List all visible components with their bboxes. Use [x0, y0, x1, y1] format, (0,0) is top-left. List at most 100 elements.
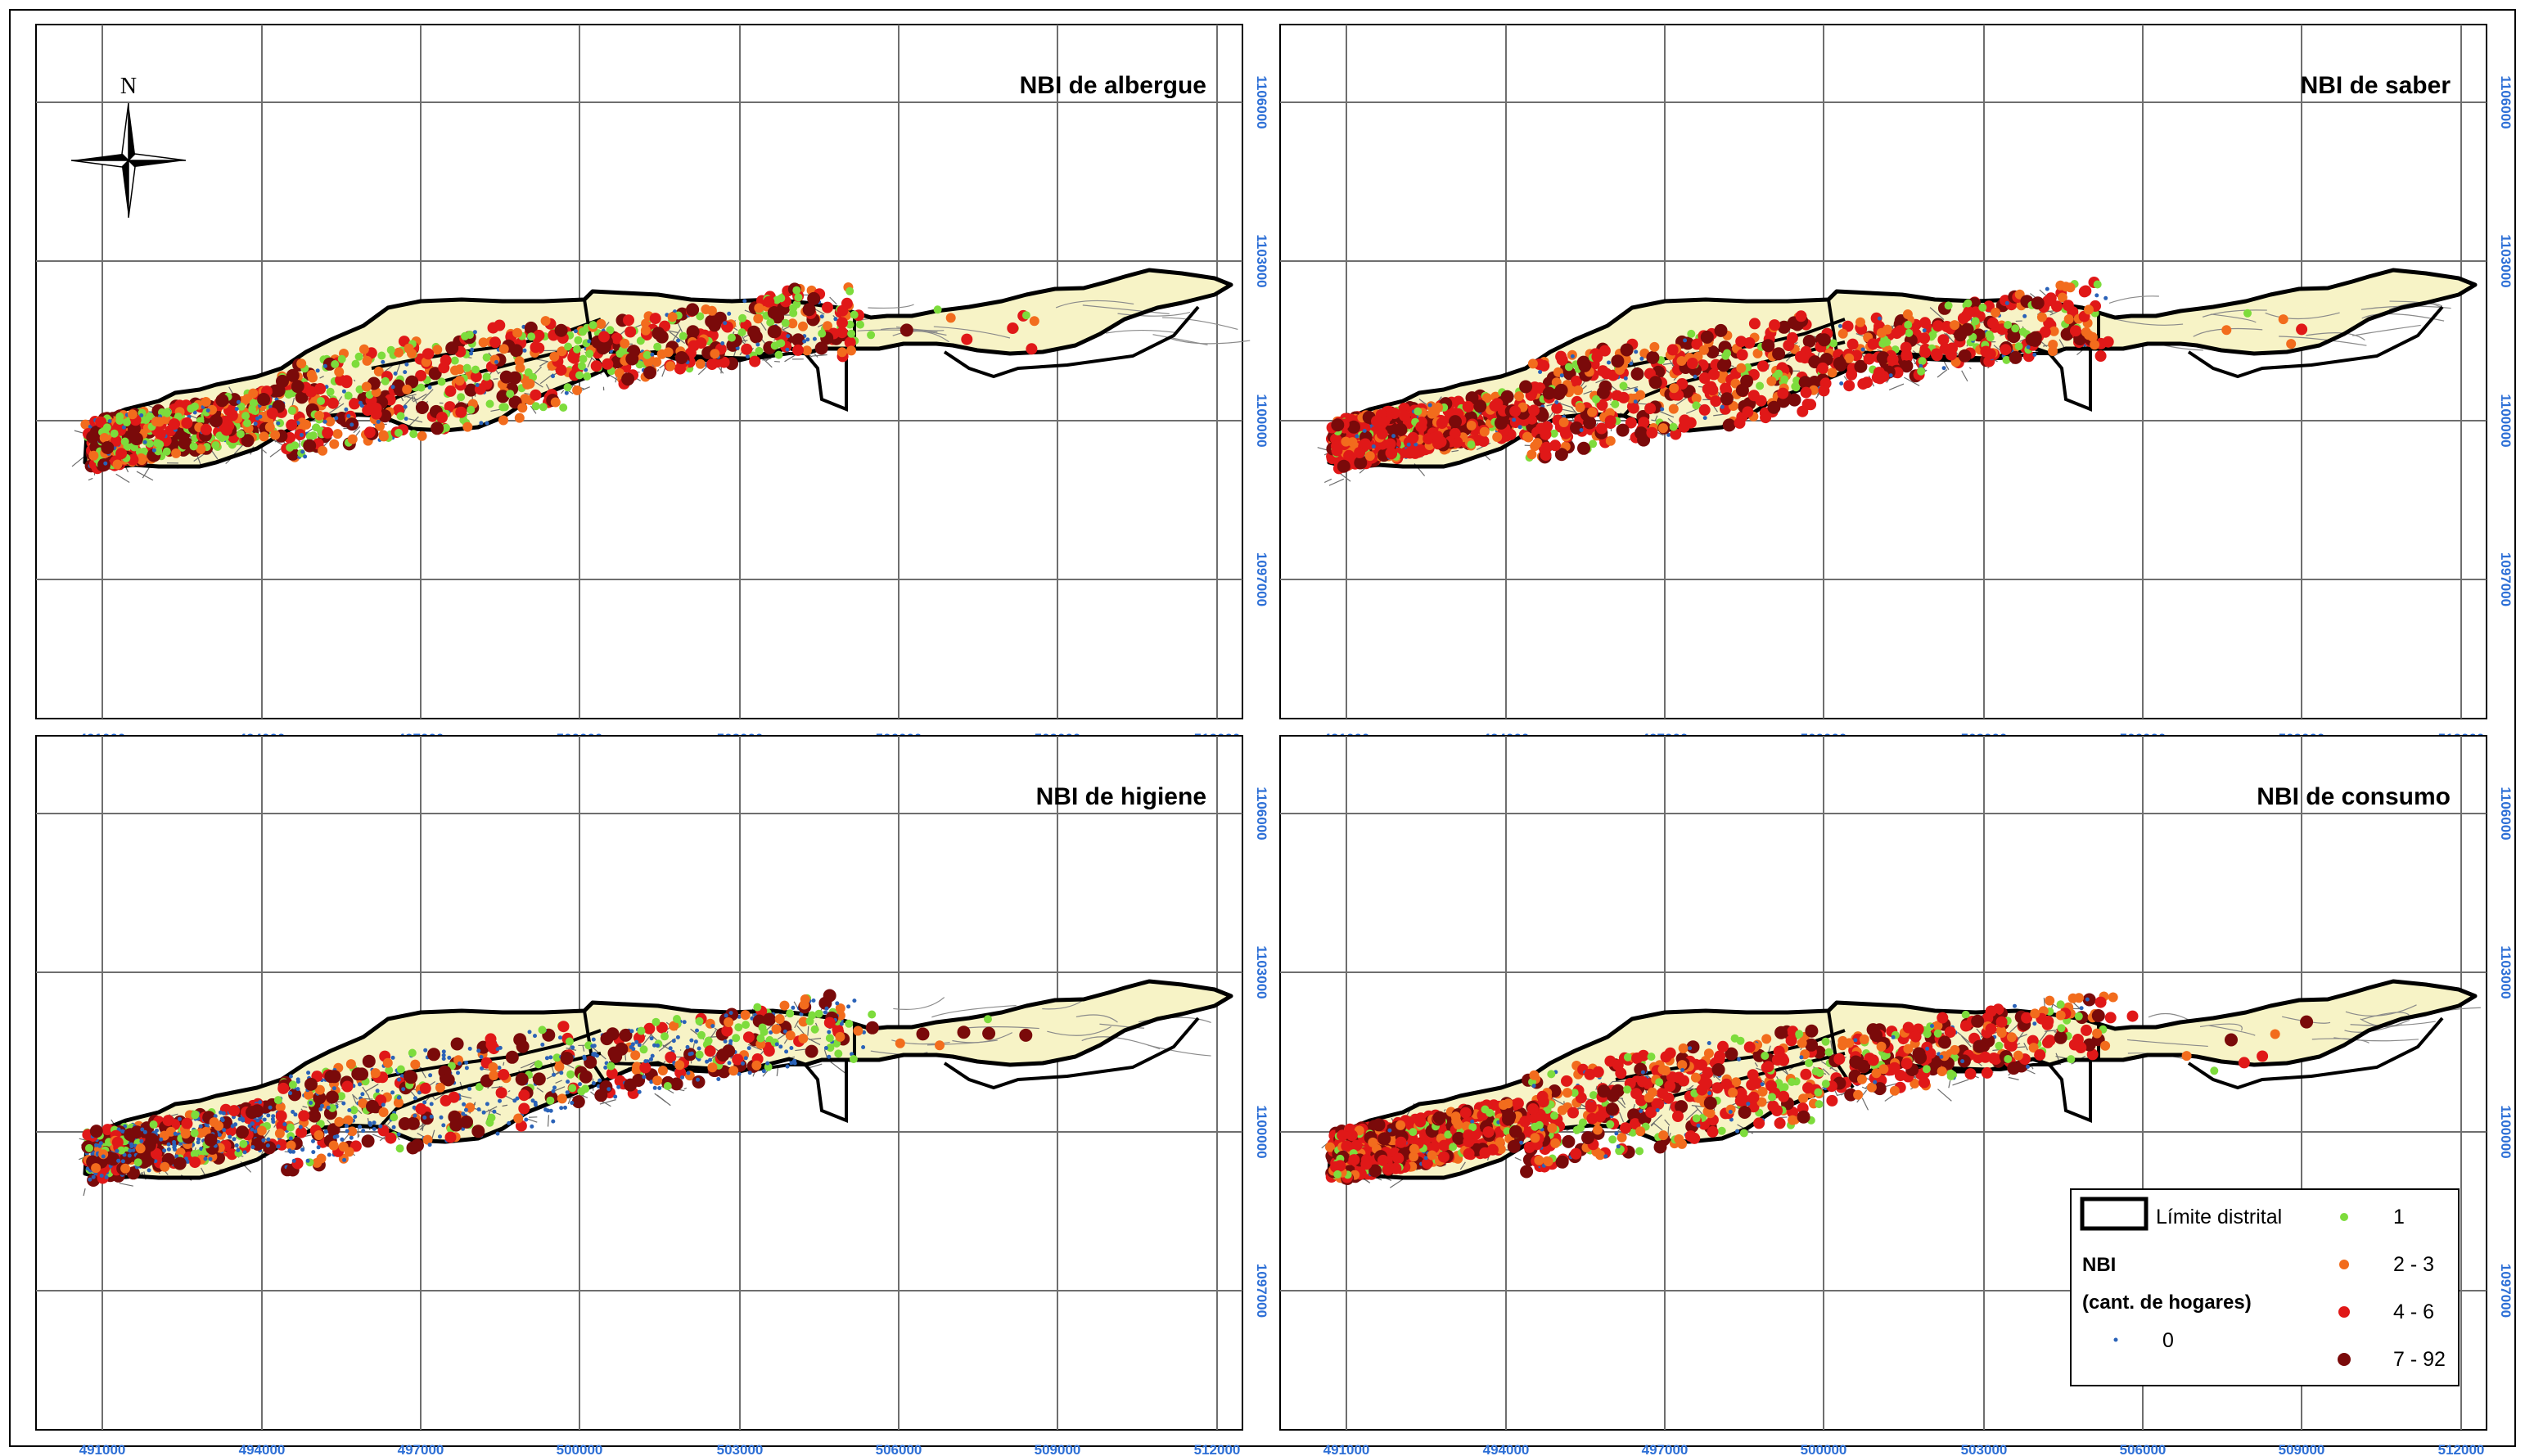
- nbi-point: [835, 1001, 840, 1006]
- nbi-point: [1512, 417, 1517, 422]
- nbi-point: [200, 423, 212, 435]
- nbi-point: [1343, 449, 1355, 462]
- nbi-point: [93, 1143, 98, 1147]
- nbi-point: [637, 1026, 646, 1035]
- nbi-point: [674, 351, 688, 364]
- nbi-point: [1679, 414, 1691, 426]
- y-tick-label: 1103000: [2498, 234, 2514, 287]
- nbi-point: [1766, 376, 1777, 386]
- x-tick-label: 494000: [239, 1442, 286, 1456]
- nbi-point: [329, 439, 340, 449]
- nbi-point: [517, 403, 528, 413]
- nbi-point: [429, 1102, 434, 1107]
- nbi-point: [1607, 360, 1611, 365]
- nbi-point: [596, 318, 606, 329]
- nbi-point: [650, 1053, 655, 1058]
- street-line: [1559, 403, 1573, 408]
- nbi-point: [456, 1071, 460, 1075]
- nbi-point: [205, 408, 210, 412]
- nbi-point: [309, 1101, 313, 1105]
- nbi-point: [116, 1158, 121, 1163]
- nbi-point: [390, 1090, 395, 1095]
- nbi-point: [406, 1141, 420, 1155]
- street-line: [533, 366, 542, 376]
- street-line: [353, 426, 361, 434]
- street-line: [1328, 478, 1345, 486]
- nbi-point: [259, 431, 269, 442]
- street-line: [535, 358, 549, 363]
- nbi-point: [1359, 438, 1371, 450]
- nbi-point: [636, 336, 645, 345]
- nbi-point: [583, 372, 592, 381]
- nbi-point: [560, 1052, 574, 1065]
- nbi-point: [130, 1125, 144, 1139]
- nbi-point: [407, 348, 417, 358]
- nbi-point: [1495, 416, 1508, 430]
- nbi-point: [692, 1075, 706, 1089]
- nbi-point: [1522, 431, 1532, 442]
- nbi-point: [786, 1009, 795, 1018]
- street-line: [561, 390, 565, 394]
- nbi-point: [344, 1147, 354, 1157]
- nbi-point: [236, 1125, 249, 1139]
- nbi-point: [472, 330, 477, 335]
- nbi-point: [540, 1042, 545, 1047]
- nbi-point: [852, 998, 857, 1003]
- nbi-point: [190, 1129, 199, 1138]
- nbi-point: [629, 1029, 634, 1034]
- nbi-point: [845, 320, 854, 329]
- nbi-point: [464, 1066, 469, 1071]
- nbi-point: [1742, 406, 1754, 418]
- nbi-point: [566, 1080, 570, 1084]
- nbi-point: [1748, 318, 1761, 330]
- nbi-point: [835, 1031, 845, 1042]
- nbi-point: [819, 314, 824, 319]
- nbi-point: [533, 1102, 538, 1107]
- nbi-point: [716, 1077, 721, 1081]
- nbi-point: [1817, 333, 1831, 347]
- nbi-point: [824, 1006, 829, 1011]
- nbi-point: [554, 323, 568, 337]
- street-line: [319, 376, 324, 379]
- nbi-point: [1693, 374, 1698, 379]
- nbi-point: [312, 423, 321, 432]
- nbi-point: [1331, 444, 1343, 457]
- nbi-point: [133, 1158, 142, 1167]
- nbi-point: [543, 1107, 548, 1112]
- nbi-point: [1860, 347, 1865, 352]
- nbi-point: [481, 1110, 486, 1115]
- y-tick-label: 1100000: [1254, 394, 1269, 447]
- nbi-point: [676, 338, 680, 343]
- nbi-point: [774, 1042, 779, 1047]
- nbi-point: [162, 447, 171, 456]
- nbi-point: [107, 419, 112, 424]
- nbi-point: [449, 1118, 463, 1132]
- nbi-point: [984, 1015, 992, 1024]
- nbi-point: [257, 393, 271, 406]
- nbi-point: [530, 1124, 534, 1129]
- nbi-point: [366, 1099, 379, 1113]
- nbi-point: [311, 1150, 316, 1155]
- nbi-point: [97, 1143, 102, 1148]
- stream-line: [2279, 336, 2367, 346]
- nbi-point: [470, 371, 482, 383]
- y-tick-label: 1103000: [1254, 234, 1269, 287]
- nbi-point: [515, 1072, 529, 1086]
- nbi-point: [495, 1087, 507, 1099]
- nbi-point: [91, 1174, 96, 1179]
- stream-line: [2352, 324, 2421, 336]
- nbi-point: [573, 345, 581, 354]
- nbi-point: [865, 1021, 879, 1035]
- nbi-point: [814, 1009, 823, 1018]
- nbi-point: [305, 385, 318, 398]
- nbi-point: [156, 440, 165, 449]
- nbi-point: [1604, 415, 1616, 427]
- nbi-point: [422, 1100, 427, 1105]
- nbi-point: [372, 1120, 376, 1125]
- north-arrow-part: [129, 103, 135, 160]
- nbi-point: [429, 1114, 434, 1119]
- nbi-point: [786, 334, 791, 339]
- nbi-point: [173, 1156, 187, 1170]
- stream-line: [2265, 312, 2340, 320]
- nbi-point: [1795, 310, 1807, 322]
